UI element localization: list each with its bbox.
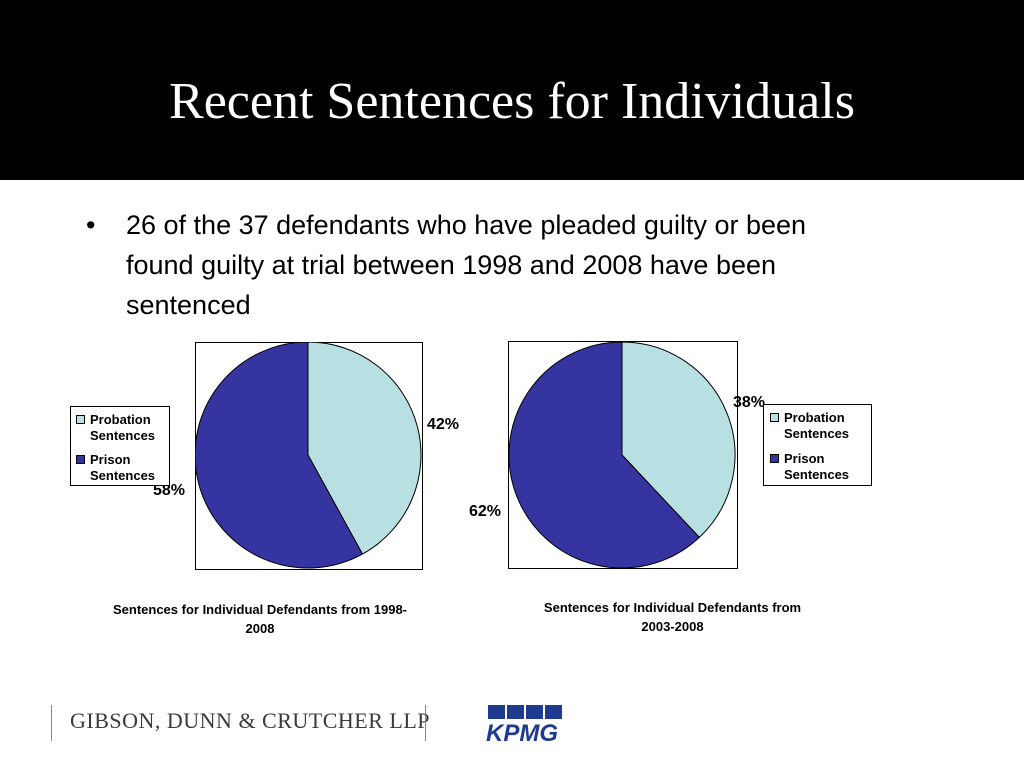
chart-2-label-probation: 38%	[733, 394, 766, 411]
legend-label-probation: Probation Sentences	[784, 410, 850, 441]
bullet-text: 26 of the 37 defendants who have pleaded…	[126, 210, 807, 320]
chart-1-legend: Probation Sentences Prison Sentences	[70, 406, 170, 486]
pie-slice-probation	[621, 341, 736, 539]
chart-1-label-prison: 58%	[153, 482, 186, 499]
kpmg-logo: KPMG	[486, 705, 562, 745]
slide-title: Recent Sentences for Individuals	[169, 73, 855, 130]
chart-2-legend: Probation Sentences Prison Sentences	[763, 404, 872, 486]
gibson-dunn-logo: GIBSON, DUNN & CRUTCHER LLP	[70, 708, 431, 733]
bullet-dot: •	[86, 210, 96, 240]
footer-divider-right	[425, 705, 426, 741]
chart-1-label-probation: 42%	[427, 416, 460, 433]
legend-label-prison: Prison Sentences	[90, 452, 156, 483]
prison-swatch	[770, 454, 779, 463]
chart-2-pie	[508, 341, 736, 569]
pie-slice-prison	[508, 341, 701, 569]
chart-1-pie	[195, 342, 422, 569]
legend-label-probation: Probation Sentences	[90, 412, 156, 443]
pie-slice-probation	[307, 342, 422, 555]
pie-slice-prison	[195, 342, 364, 569]
footer-divider-left	[51, 705, 52, 741]
chart-1-caption: Sentences for Individual Defendants from…	[112, 602, 408, 636]
probation-swatch	[770, 413, 779, 422]
legend-label-prison: Prison Sentences	[784, 451, 850, 482]
probation-swatch	[76, 415, 85, 424]
prison-swatch	[76, 455, 85, 464]
title-bar: Recent Sentences for Individuals	[0, 0, 1024, 180]
chart-2-caption: Sentences for Individual Defendants from…	[543, 600, 802, 634]
chart-2-label-prison: 62%	[469, 503, 502, 520]
kpmg-logo-text: KPMG	[486, 720, 558, 745]
